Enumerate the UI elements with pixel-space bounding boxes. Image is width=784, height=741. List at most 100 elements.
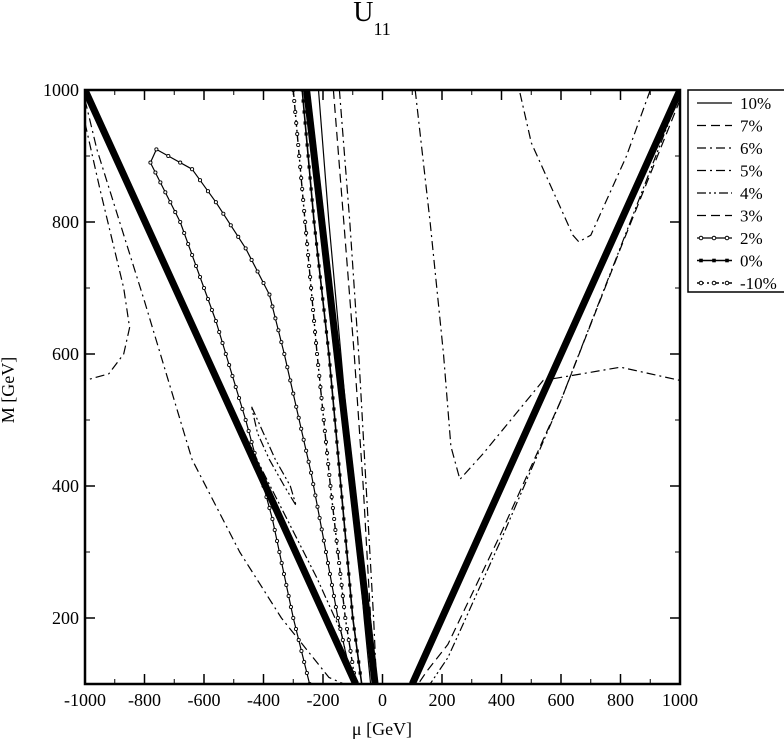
legend-label: 7% [740, 117, 763, 136]
curve-2pct-marker [285, 365, 290, 370]
curve-0pct-marker [340, 495, 344, 499]
curve-2pct-marker [205, 296, 211, 302]
legend-label: 0% [740, 252, 763, 271]
curve-0pct-marker [330, 385, 334, 389]
curves-group [85, 90, 680, 684]
legend-box [687, 89, 784, 293]
curve-2pct-marker [301, 437, 306, 442]
x-axis: -1000 -800 -600 -400 -200 0 200 400 600 800 1000 [64, 90, 698, 710]
legend-label: 4% [740, 184, 763, 203]
curve-2pct-marker [194, 263, 199, 269]
curve-neg10pct-marker [298, 164, 303, 170]
curve-neg10pct-marker [330, 505, 335, 511]
legend-marker [699, 258, 703, 263]
curve-neg10pct-marker [314, 340, 319, 346]
curve-neg10pct-marker [339, 582, 344, 588]
curve-2pct-marker [335, 615, 340, 621]
curve-2pct-marker [311, 482, 316, 487]
curve-2pct-marker [186, 241, 191, 247]
curve-neg10pct-marker [292, 98, 297, 104]
curve-0pct-marker [334, 429, 338, 433]
curve-neg10pct-marker [348, 648, 353, 654]
legend-marker [698, 235, 704, 241]
legend-marker [725, 258, 729, 263]
curve-2pct-marker [178, 219, 183, 225]
curve-2pct-marker [243, 417, 248, 423]
curve-0pct-marker [352, 627, 356, 631]
curve-0pct-marker [355, 649, 359, 653]
curve-2pct-marker [281, 571, 287, 577]
curve-0pct-marker [341, 506, 345, 510]
curve-neg10pct-marker [296, 142, 301, 148]
curve-2pct-marker [284, 582, 289, 588]
curve-2pct-marker [317, 516, 322, 521]
x-tick-label: 600 [548, 690, 575, 710]
curve-2pct-marker [220, 340, 225, 346]
curve-2pct-marker [178, 160, 183, 165]
curve-neg10pct-marker [299, 175, 304, 181]
curve-neg10pct-marker [300, 186, 305, 192]
curve-2pct-marker [304, 448, 309, 453]
legend-label: -10% [740, 274, 777, 293]
curve-neg10pct-marker [326, 461, 331, 467]
legend-marker [712, 258, 716, 263]
curve-0pct-marker [319, 286, 324, 290]
curve-neg10pct-marker [310, 296, 315, 302]
curve-0pct-marker [314, 242, 319, 246]
curve-2pct-marker [205, 189, 211, 194]
curve-0pct-marker [323, 319, 327, 323]
legend-marker [711, 280, 717, 286]
curve-neg10pct-marker [295, 131, 300, 137]
curve-neg10pct-marker [329, 494, 334, 500]
legend-marker [711, 235, 717, 241]
curve-neg10pct-marker [320, 406, 325, 412]
curve-0pct-marker [306, 154, 310, 158]
curve-2pct-marker [321, 538, 326, 543]
boundary-line-segment-0 [85, 90, 359, 684]
curve-2pct-marker [255, 269, 260, 274]
curve-2pct-marker [313, 493, 318, 498]
y-axis: 200 400 600 800 1000 [43, 80, 680, 685]
curve-2pct-marker [267, 505, 272, 511]
y-tick-label: 600 [52, 344, 79, 364]
curve-2pct-marker [275, 538, 280, 544]
x-tick-label: -400 [247, 690, 280, 710]
x-tick-label: 400 [488, 690, 515, 710]
plot-frame [83, 88, 682, 686]
curve-0pct-marker [305, 143, 309, 147]
curve-2pct-marker [299, 648, 304, 654]
curve-2pct-marker [233, 384, 238, 390]
legend-label: 10% [740, 94, 771, 113]
curve-2pct-marker [153, 170, 158, 175]
legend-label: 5% [740, 162, 763, 181]
curve-2pct-marker [230, 373, 235, 379]
curve-0pct-marker [322, 308, 326, 312]
curve-neg10pct-marker [327, 472, 332, 478]
curve-2pct-marker [302, 659, 307, 665]
curve-2pct-marker [272, 527, 277, 533]
curve-2pct-marker [273, 316, 278, 321]
boundary-line-segment-2 [409, 90, 680, 684]
x-tick-label: 200 [429, 690, 456, 710]
curve-0pct-marker [321, 297, 325, 301]
curve-5pct-segment-0 [85, 99, 345, 684]
curve-2pct-marker [197, 178, 203, 183]
curve-6pct-segment-3 [518, 90, 651, 243]
curve-2pct-marker [190, 167, 195, 172]
curve-neg10pct-marker [305, 241, 310, 247]
curve-2pct-marker [329, 582, 334, 588]
curve-2pct-marker [296, 415, 301, 420]
curve-2pct-marker [166, 153, 171, 159]
chart-title-subscript: 11 [373, 19, 390, 39]
curve-2pct-marker [319, 527, 324, 532]
legend-marker [724, 235, 730, 241]
curve-neg10pct-marker [335, 549, 340, 555]
curve-0pct-marker [338, 473, 342, 477]
curve-2pct-marker [276, 328, 281, 333]
curve-2pct-marker [267, 292, 272, 297]
curve-0pct-marker [328, 363, 332, 367]
curve-0pct-marker [311, 209, 315, 213]
curve-0pct-marker [318, 275, 322, 279]
legend-marker [724, 280, 730, 286]
curve-neg10pct-marker [313, 329, 318, 335]
